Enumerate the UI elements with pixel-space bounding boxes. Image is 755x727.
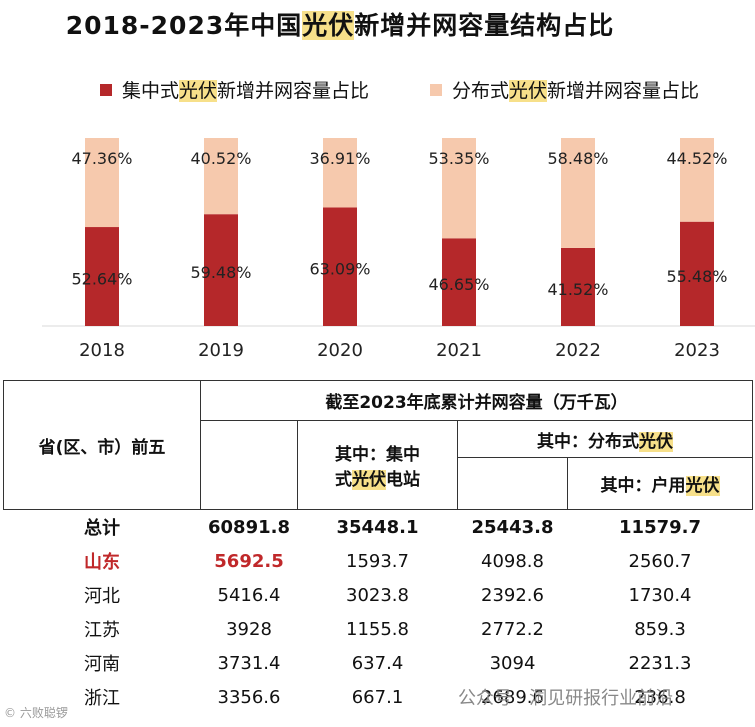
header-household: 其中：户用光伏 [566, 457, 754, 510]
table-row: 河北 5416.4 3023.8 2392.6 1730.4 [4, 578, 753, 612]
row-name: 总计 [84, 518, 120, 539]
table-row: 山东 5692.5 1593.7 4098.8 2560.7 [4, 544, 753, 578]
x-tick-label: 2018 [79, 340, 125, 361]
data-label-distributed: 47.36% [71, 149, 132, 168]
legend-swatch-central [100, 83, 112, 96]
bar-distributed [204, 138, 238, 215]
row-distributed: 2392.6 [481, 584, 544, 606]
header-distributed: 其中：分布式光伏 [456, 420, 754, 458]
row-central: 667.1 [351, 686, 404, 708]
header-distributed-blank [457, 457, 568, 510]
row-total: 3928 [226, 618, 272, 640]
legend: 集中式光伏新增并网容量占比 分布式光伏新增并网容量占比 [0, 76, 755, 103]
x-tick-label: 2023 [674, 340, 720, 361]
header-total-blank [200, 420, 298, 510]
bar-distributed [323, 138, 357, 208]
row-central: 1593.7 [346, 550, 409, 572]
bar-distributed [561, 138, 595, 248]
row-name: 浙江 [84, 688, 120, 709]
x-tick-label: 2020 [317, 340, 363, 361]
data-label-central: 63.09% [309, 260, 370, 279]
legend-swatch-distributed [430, 83, 442, 96]
bar-central [561, 247, 595, 326]
data-label-central: 41.52% [547, 280, 608, 299]
data-label-central: 52.64% [71, 270, 132, 289]
row-name: 河南 [84, 654, 120, 675]
bar-distributed [680, 138, 714, 222]
row-distributed: 3094 [489, 652, 536, 674]
row-household: 236.8 [634, 686, 686, 708]
legend-label-distributed: 分布式光伏新增并网容量占比 [452, 80, 700, 102]
row-household: 2231.3 [628, 652, 692, 674]
row-household: 1730.4 [628, 584, 692, 606]
data-label-central: 46.65% [428, 275, 489, 294]
row-distributed: 2689.6 [481, 686, 544, 708]
row-distributed: 4098.8 [481, 550, 544, 572]
bar-central [680, 221, 714, 326]
data-label-central: 55.48% [666, 267, 727, 286]
data-label-distributed: 40.52% [190, 149, 251, 168]
table-row: 河南 3731.4 637.4 3094 2231.3 [4, 646, 753, 680]
legend-item-distributed: 分布式光伏新增并网容量占比 [430, 76, 699, 103]
row-distributed: 2772.2 [481, 618, 544, 640]
row-household: 859.3 [634, 618, 686, 640]
legend-label-central: 集中式光伏新增并网容量占比 [122, 80, 370, 102]
table-row: 总计 60891.8 35448.1 25443.8 11579.7 [4, 510, 753, 545]
x-tick-label: 2022 [555, 340, 601, 361]
watermark-left: © 六败聪锣 [4, 706, 68, 720]
row-name: 河北 [84, 586, 120, 607]
row-name: 江苏 [84, 620, 120, 641]
x-tick-label: 2019 [198, 340, 244, 361]
table-row: 浙江 3356.6 667.1 2689.6 236.8 [4, 680, 753, 714]
row-name: 山东 [84, 552, 120, 573]
row-central: 3023.8 [346, 584, 409, 606]
data-label-distributed: 58.48% [547, 149, 608, 168]
bar-central [323, 207, 357, 326]
row-household: 2560.7 [628, 550, 692, 572]
bar-distributed [85, 138, 119, 228]
row-total: 60891.8 [208, 516, 290, 538]
row-total: 5692.5 [214, 550, 284, 572]
legend-item-central: 集中式光伏新增并网容量占比 [100, 76, 369, 103]
chart-title: 2018-2023年中国光伏新增并网容量结构占比 [65, 11, 615, 40]
bar-central [204, 214, 238, 326]
row-central: 637.4 [351, 652, 404, 674]
capacity-table: 省(区、市）前五 截至2023年底累计并网容量（万千瓦） 其中：集中 式光伏电站 … [3, 380, 754, 727]
data-label-distributed: 44.52% [666, 149, 727, 168]
row-household: 11579.7 [619, 516, 701, 538]
header-cumulative: 截至2023年底累计并网容量（万千瓦） [199, 380, 754, 421]
bar-central [85, 227, 119, 326]
header-central: 其中：集中 式光伏电站 [297, 420, 458, 510]
row-central: 35448.1 [336, 516, 419, 538]
row-total: 3731.4 [217, 652, 281, 674]
data-label-central: 59.48% [190, 263, 251, 282]
row-total: 3356.6 [217, 686, 281, 708]
data-label-distributed: 36.91% [309, 149, 370, 168]
table-row: 江苏 3928 1155.8 2772.2 859.3 [4, 612, 753, 646]
row-total: 5416.4 [217, 584, 281, 606]
row-distributed: 25443.8 [471, 516, 554, 538]
bar-central [442, 238, 476, 326]
stacked-bar-chart: 52.64% 47.36% 2018 59.48% 40.52% 2019 63.09% 36… [42, 138, 755, 361]
row-central: 1155.8 [346, 618, 409, 640]
x-tick-label: 2021 [436, 340, 482, 361]
bar-distributed [442, 138, 476, 239]
watermark-right: 公众号 · 洞见研报行业前沿 [458, 688, 674, 709]
data-label-distributed: 53.35% [428, 149, 489, 168]
header-province: 省(区、市）前五 [3, 380, 201, 510]
